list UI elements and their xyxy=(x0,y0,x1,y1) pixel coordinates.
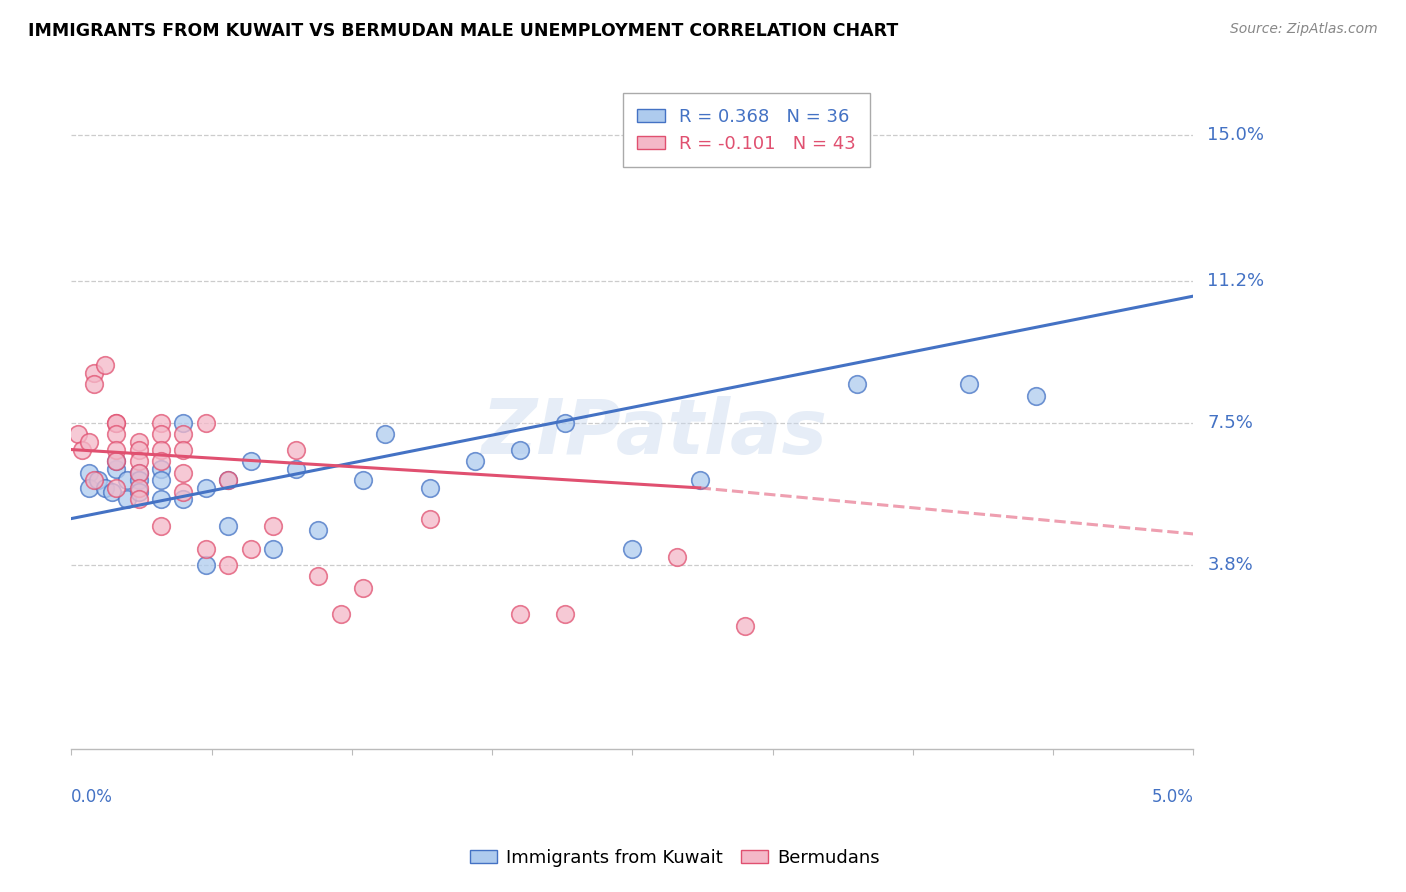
Point xyxy=(239,542,262,557)
Point xyxy=(128,454,150,468)
Point xyxy=(150,454,173,468)
Text: 15.0%: 15.0% xyxy=(1208,126,1264,144)
Point xyxy=(128,434,150,449)
Point xyxy=(217,473,239,487)
Point xyxy=(419,481,441,495)
Point xyxy=(105,481,128,495)
Point xyxy=(128,466,150,480)
Point xyxy=(554,416,576,430)
Point xyxy=(150,473,173,487)
Point xyxy=(239,454,262,468)
Point xyxy=(172,427,194,442)
Point xyxy=(77,466,100,480)
Text: 11.2%: 11.2% xyxy=(1208,272,1264,290)
Point xyxy=(172,492,194,507)
Point xyxy=(87,473,110,487)
Point xyxy=(105,427,128,442)
Point xyxy=(284,461,307,475)
Point xyxy=(957,377,980,392)
Point xyxy=(128,442,150,457)
Point xyxy=(217,558,239,572)
Point xyxy=(554,607,576,622)
Point xyxy=(128,466,150,480)
Point xyxy=(77,481,100,495)
Point xyxy=(307,569,329,583)
Point xyxy=(262,519,284,533)
Point xyxy=(105,461,128,475)
Point xyxy=(105,416,128,430)
Point xyxy=(172,416,194,430)
Text: 7.5%: 7.5% xyxy=(1208,414,1253,432)
Point xyxy=(284,442,307,457)
Point xyxy=(150,416,173,430)
Legend: R = 0.368   N = 36, R = -0.101   N = 43: R = 0.368 N = 36, R = -0.101 N = 43 xyxy=(623,93,870,167)
Text: IMMIGRANTS FROM KUWAIT VS BERMUDAN MALE UNEMPLOYMENT CORRELATION CHART: IMMIGRANTS FROM KUWAIT VS BERMUDAN MALE … xyxy=(28,22,898,40)
Point xyxy=(128,481,150,495)
Point xyxy=(172,442,194,457)
Point xyxy=(509,607,531,622)
Point xyxy=(94,358,117,372)
Point xyxy=(105,442,128,457)
Legend: Immigrants from Kuwait, Bermudans: Immigrants from Kuwait, Bermudans xyxy=(463,842,887,874)
Point xyxy=(217,519,239,533)
Point xyxy=(150,427,173,442)
Text: 5.0%: 5.0% xyxy=(1152,788,1194,805)
Point xyxy=(419,511,441,525)
Point xyxy=(734,619,756,633)
Point xyxy=(666,549,689,564)
Point xyxy=(83,377,105,392)
Point xyxy=(105,454,128,468)
Point xyxy=(83,366,105,380)
Point xyxy=(77,434,100,449)
Point xyxy=(352,581,374,595)
Point xyxy=(172,466,194,480)
Point xyxy=(128,484,150,499)
Point xyxy=(217,473,239,487)
Point xyxy=(94,481,117,495)
Point xyxy=(509,442,531,457)
Point xyxy=(150,492,173,507)
Point xyxy=(150,519,173,533)
Point xyxy=(128,492,150,507)
Point xyxy=(150,461,173,475)
Point xyxy=(329,607,352,622)
Point xyxy=(262,542,284,557)
Point xyxy=(352,473,374,487)
Point xyxy=(689,473,711,487)
Text: 0.0%: 0.0% xyxy=(72,788,112,805)
Point xyxy=(100,484,122,499)
Point xyxy=(72,442,94,457)
Point xyxy=(845,377,868,392)
Point xyxy=(172,484,194,499)
Point xyxy=(194,416,217,430)
Point xyxy=(117,473,139,487)
Point xyxy=(194,542,217,557)
Point xyxy=(105,416,128,430)
Point xyxy=(307,523,329,537)
Point xyxy=(150,442,173,457)
Text: ZIPatlas: ZIPatlas xyxy=(482,396,828,470)
Text: Source: ZipAtlas.com: Source: ZipAtlas.com xyxy=(1230,22,1378,37)
Point xyxy=(374,427,396,442)
Point xyxy=(105,454,128,468)
Point xyxy=(194,558,217,572)
Point xyxy=(621,542,644,557)
Point xyxy=(1025,389,1047,403)
Text: 3.8%: 3.8% xyxy=(1208,556,1253,574)
Point xyxy=(464,454,486,468)
Point xyxy=(128,473,150,487)
Point xyxy=(117,492,139,507)
Point xyxy=(83,473,105,487)
Point xyxy=(66,427,89,442)
Point xyxy=(194,481,217,495)
